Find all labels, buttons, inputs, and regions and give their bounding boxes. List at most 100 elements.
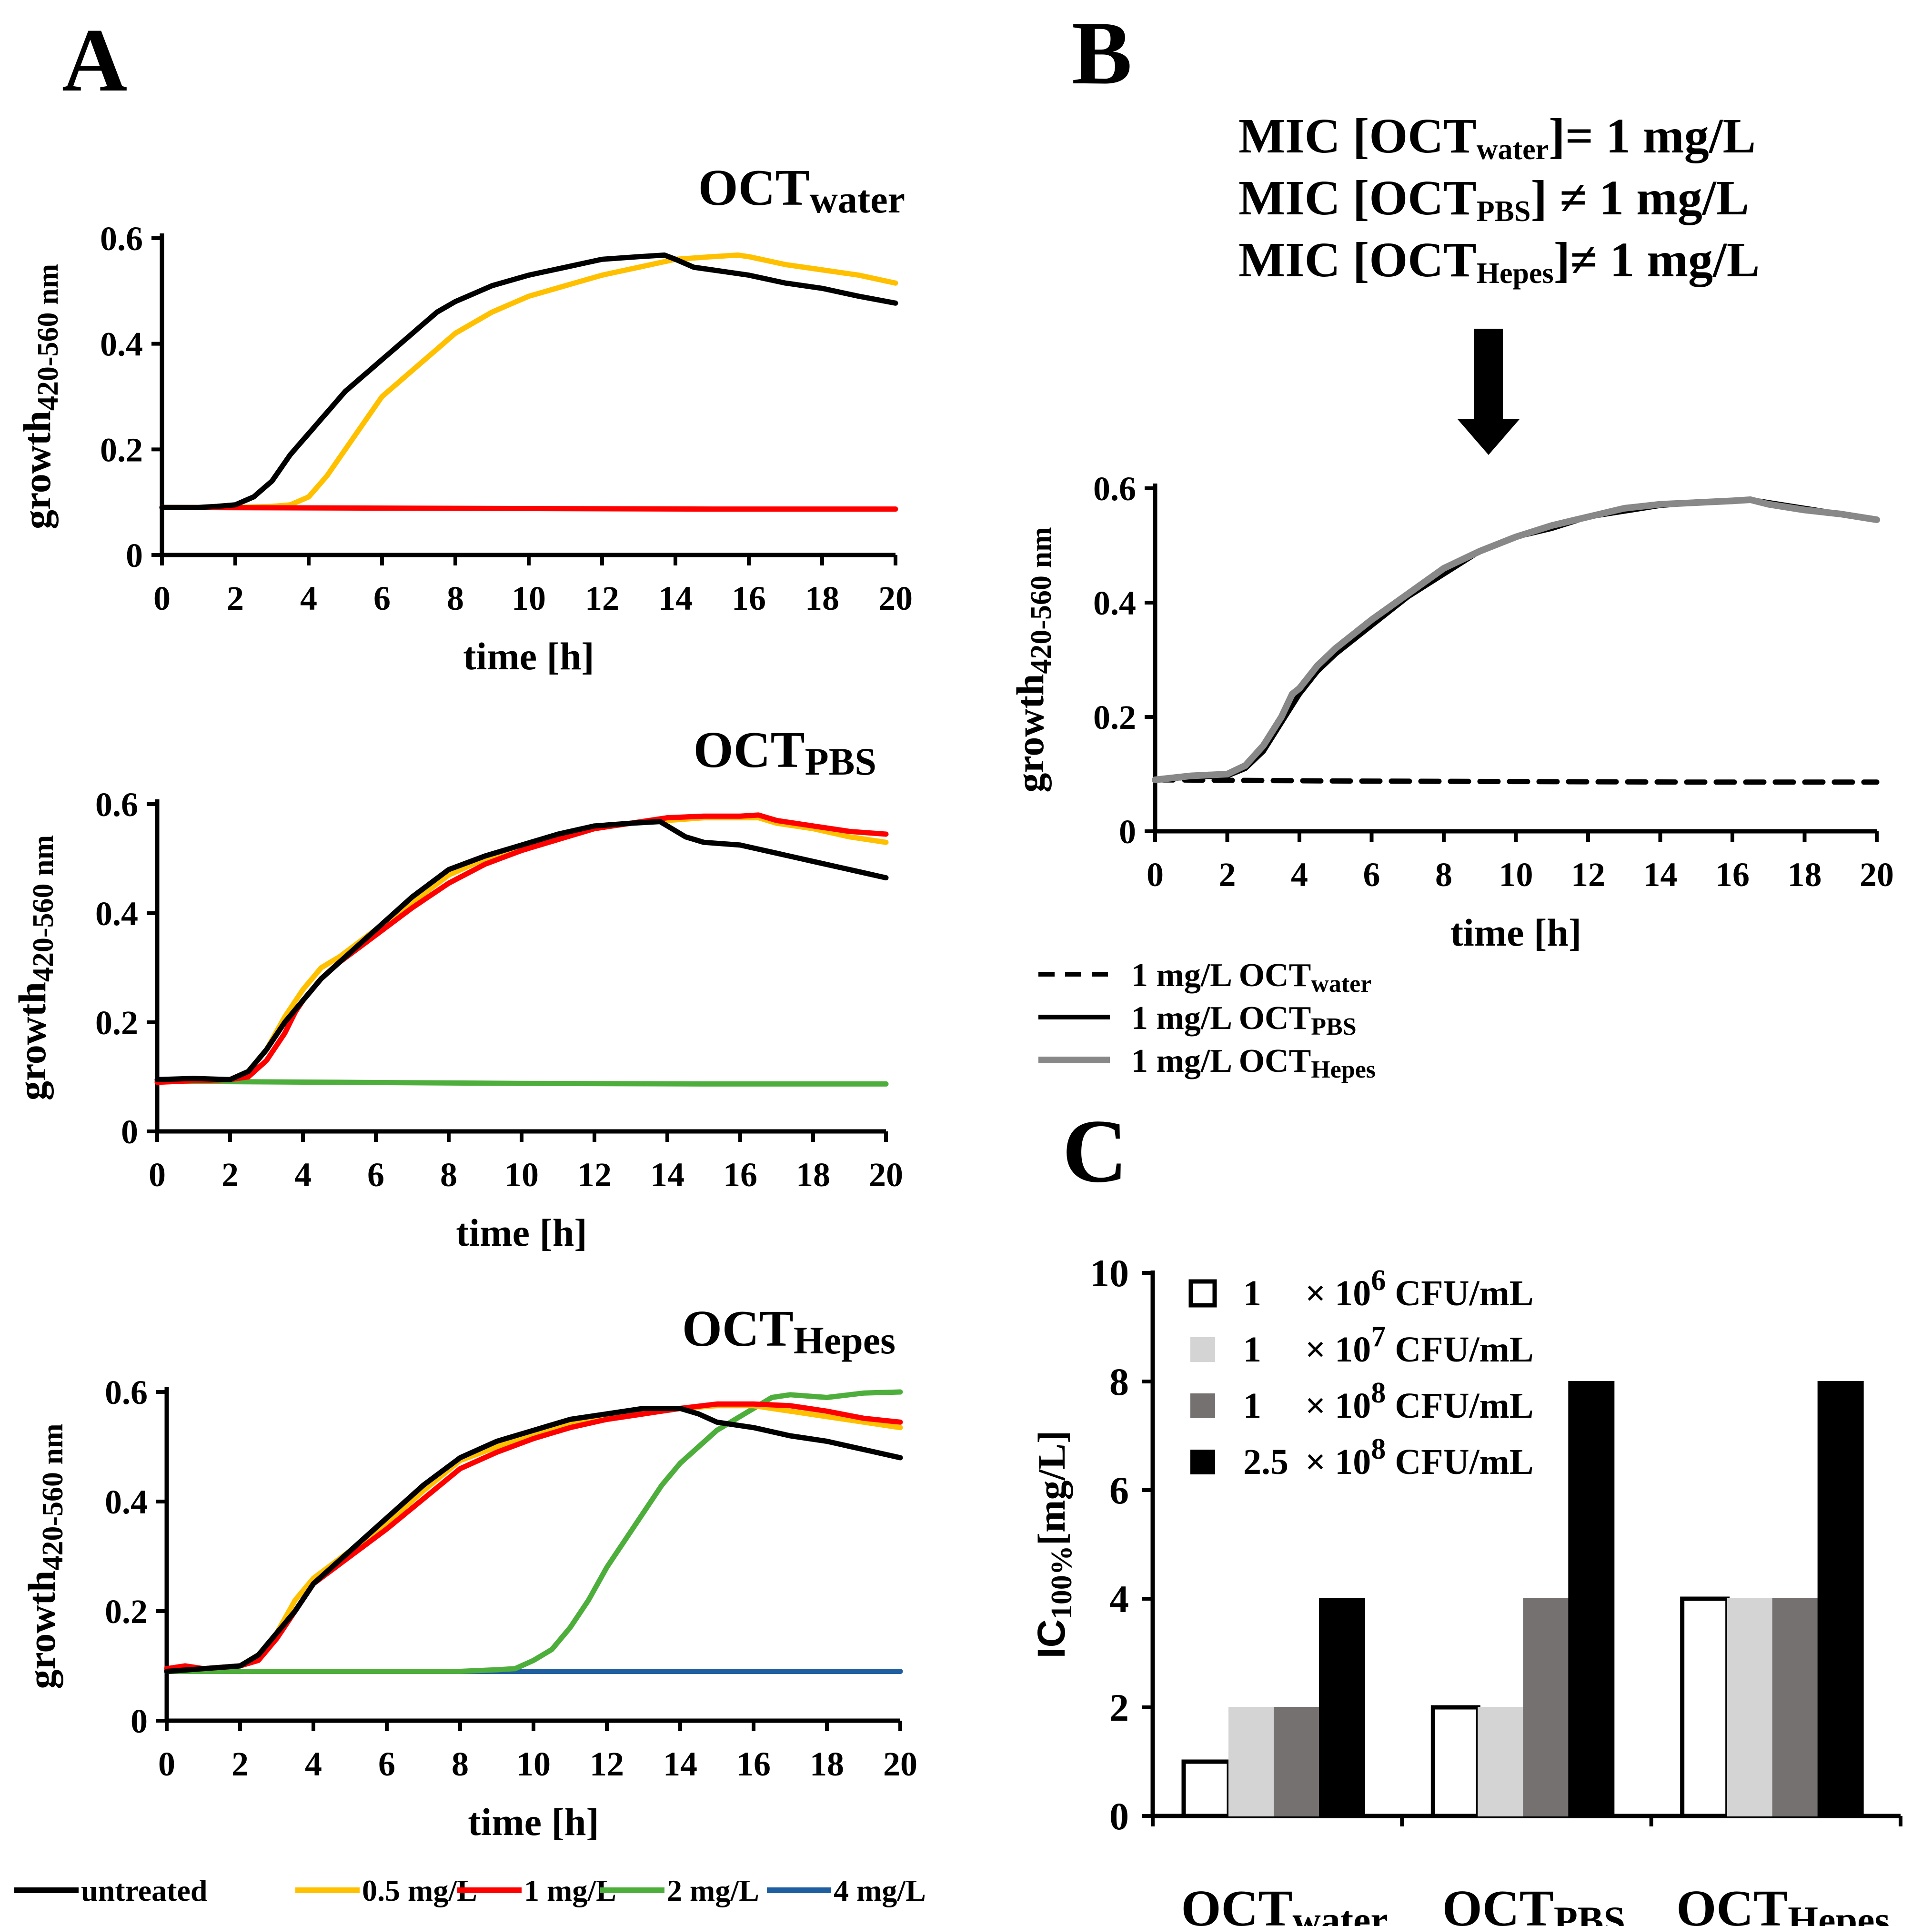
- legend-label: 2 mg/L: [667, 1874, 759, 1907]
- chart-oct-pbs: 0 0.2 0.4 0.6 0 2 4 6 8 10 12 14 16 18 20 time [h] growt…: [10, 722, 903, 1254]
- panel-label-c: C: [1062, 1101, 1127, 1201]
- down-arrow-icon: [1458, 329, 1519, 455]
- y-tick-label: 0: [131, 1702, 148, 1740]
- legend-panel-c: 1 × 106 CFU/mL 1 × 107 CFU/mL 1 × 108 CFU/mL 2…: [1188, 1264, 1534, 1482]
- y-tick-label: 0.4: [1093, 584, 1136, 622]
- x-tick-label: 14: [650, 1156, 684, 1194]
- x-tick-label: 12: [577, 1156, 612, 1194]
- mic-line-2: MIC [OCTPBS] ≠ 1 mg/L: [1238, 171, 1749, 228]
- x-tick-label: 18: [810, 1745, 844, 1783]
- series-line-1-mg-l: [164, 1401, 903, 1672]
- y-tick-label: 10: [1090, 1251, 1129, 1295]
- y-tick-label: 0.2: [95, 1004, 138, 1042]
- x-tick-label: 10: [512, 579, 546, 617]
- legend-label: 1 mg/L OCTwater: [1131, 957, 1371, 998]
- x-tick-label: 4: [305, 1745, 322, 1783]
- x-tick-label: 8: [1435, 856, 1452, 894]
- bar-2-3: [1817, 1381, 1864, 1816]
- mic-line-1: MIC [OCTwater]= 1 mg/L: [1238, 109, 1756, 166]
- x-tick-label: 16: [736, 1745, 771, 1783]
- x-axis-label: time [h]: [463, 635, 594, 678]
- x-tick-label: 2: [1219, 856, 1236, 894]
- x-tick-label: 14: [1643, 856, 1678, 894]
- x-tick-label: 6: [373, 579, 391, 617]
- x-tick-label: 20: [878, 579, 913, 617]
- x-tick-label: 14: [663, 1745, 697, 1783]
- x-tick-label: 12: [590, 1745, 624, 1783]
- x-tick-label: 8: [447, 579, 464, 617]
- series-line-2-mg-l: [154, 1079, 889, 1087]
- x-tick-label: 4: [294, 1156, 312, 1194]
- bar-2-2: [1772, 1598, 1819, 1816]
- x-tick-label: 10: [516, 1745, 551, 1783]
- y-tick-label: 6: [1109, 1469, 1129, 1512]
- legend-label-count: 1: [1243, 1273, 1261, 1313]
- bar-1-1: [1478, 1707, 1524, 1816]
- y-tick-label: 0.4: [100, 325, 143, 363]
- y-axis-label: growth420-560 nm: [10, 835, 60, 1100]
- legend-label: 1 mg/L OCTPBS: [1131, 1000, 1357, 1040]
- bar-0-0: [1181, 1759, 1231, 1818]
- series-line-1-mg-l-oct-hepes: [1152, 496, 1880, 783]
- bar-2-0: [1680, 1596, 1730, 1818]
- y-tick-label: 0.6: [105, 1373, 148, 1412]
- x-tick-label: 6: [378, 1745, 395, 1783]
- mic-line-3: MIC [OCTHepes]≠ 1 mg/L: [1238, 232, 1760, 290]
- y-tick-label: 0: [1109, 1795, 1129, 1838]
- x-axis-label: time [h]: [456, 1211, 587, 1254]
- legend-swatch: [1190, 1393, 1215, 1418]
- x-tick-label: 20: [883, 1745, 917, 1783]
- y-axis-label: growth420-560 nm: [20, 1423, 69, 1689]
- x-tick-label: 14: [658, 579, 693, 617]
- x-tick-label: 2: [227, 579, 244, 617]
- legend-swatch: [1190, 1450, 1215, 1474]
- series-line-2-mg-l: [164, 1389, 903, 1674]
- x-axis-label: time [h]: [468, 1800, 599, 1844]
- category-label: OCTwater: [1181, 1880, 1388, 1926]
- x-tick-label: 18: [805, 579, 839, 617]
- y-tick-label: 0.6: [100, 220, 143, 258]
- legend-label: 1 mg/L OCTHepes: [1131, 1043, 1376, 1083]
- x-tick-label: 16: [1715, 856, 1750, 894]
- chart-panel-b: 0 0.2 0.4 0.6 0 2 4 6 8 10 12 14 16 18 20 time [h] growt…: [1008, 470, 1894, 954]
- y-tick-label: 0.4: [105, 1483, 148, 1521]
- bar-2-1: [1727, 1598, 1773, 1816]
- chart-oct-hepes: 0 0.2 0.4 0.6 0 2 4 6 8 10 12 14 16 18 20 time [h] growt…: [20, 1301, 917, 1844]
- series-line-untreated: [154, 819, 889, 1082]
- x-tick-label: 2: [221, 1156, 239, 1194]
- legend-label-count: 1: [1243, 1386, 1261, 1426]
- bar-0-2: [1274, 1707, 1320, 1816]
- x-tick-label: 2: [231, 1745, 249, 1783]
- x-tick-label: 0: [1147, 856, 1164, 894]
- x-tick-label: 18: [796, 1156, 830, 1194]
- legend-label: 4 mg/L: [834, 1874, 926, 1907]
- y-tick-label: 0.4: [95, 895, 138, 933]
- x-tick-label: 20: [869, 1156, 903, 1194]
- y-tick-label: 0: [121, 1113, 138, 1151]
- legend-label-exp: × 108 CFU/mL: [1305, 1377, 1534, 1426]
- x-tick-label: 20: [1860, 856, 1894, 894]
- y-axis-label: growth420-560 nm: [15, 264, 64, 529]
- chart-title: OCTwater: [698, 160, 905, 221]
- series-line-untreated: [159, 252, 898, 510]
- x-tick-label: 8: [440, 1156, 457, 1194]
- legend-swatch: [1190, 1337, 1215, 1362]
- panel-label-a: A: [62, 10, 127, 111]
- y-tick-label: 0.2: [105, 1593, 148, 1631]
- legend-label-count: 2.5: [1243, 1442, 1288, 1482]
- y-tick-label: 0.2: [1093, 698, 1136, 736]
- chart-panel-c: 0 2 4 6 8 10 OCTwater OCTPBS OCTHepes IC100%[mg/L…: [1030, 1251, 1902, 1926]
- series-line-untreated: [164, 1406, 903, 1674]
- chart-title: OCTPBS: [694, 722, 876, 783]
- bar-0-3: [1319, 1598, 1365, 1816]
- chart-title: OCTHepes: [682, 1301, 896, 1362]
- legend-label: untreated: [81, 1874, 207, 1907]
- x-tick-label: 8: [452, 1745, 469, 1783]
- x-tick-label: 16: [723, 1156, 757, 1194]
- x-tick-label: 4: [1291, 856, 1308, 894]
- x-tick-label: 12: [585, 579, 619, 617]
- y-axis-label: IC100%[mg/L]: [1030, 1431, 1078, 1658]
- x-tick-label: 16: [732, 579, 766, 617]
- bar-1-2: [1523, 1598, 1570, 1816]
